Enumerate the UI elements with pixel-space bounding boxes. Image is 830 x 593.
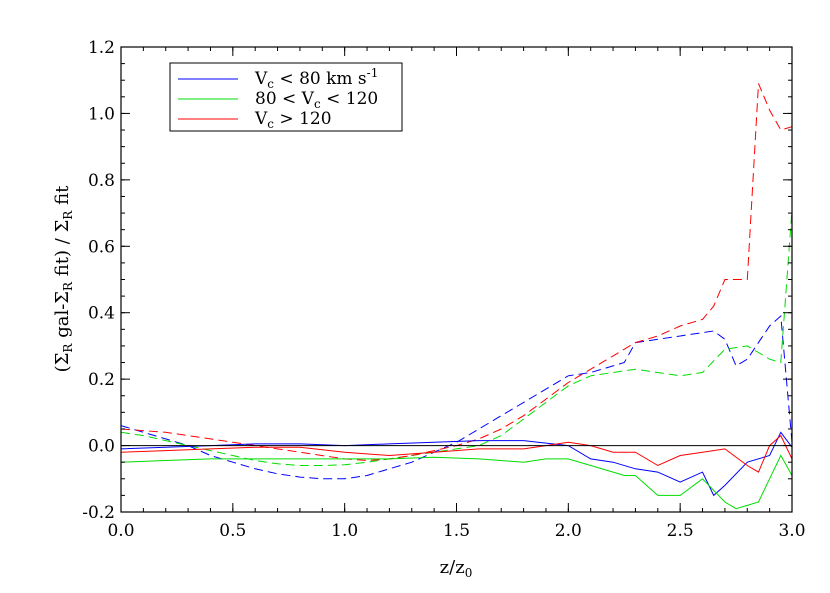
legend-label-3: Vc > 120 [254,109,332,131]
axis-layer: 0.0 0.5 1.0 1.5 2.0 2.5 3.0-0.20.00.20.40.60.8… [82,38,805,541]
series-line-1-dashed [120,314,793,480]
y-tick-label: 1.0 [88,104,115,124]
y-tick-label: 0.0 [88,437,115,457]
y-tick-label: 0.4 [88,304,115,324]
x-tick-label: 3.0 [778,521,805,541]
y-tick-label: 1.2 [88,38,115,58]
x-tick-label: 2.0 [555,521,582,541]
x-tick-label: 0.0 [107,521,134,541]
x-axis-label: z/z0 [440,557,473,580]
x-tick-label: 0.5 [219,521,246,541]
series-line-6-solid [120,434,793,473]
series-line-3-dashed [120,83,793,462]
series-line-4-solid [120,431,793,497]
x-tick-label: 1.0 [331,521,358,541]
x-tick-label: 2.5 [667,521,694,541]
y-tick-label: -0.2 [82,503,115,523]
y-tick-label: 0.8 [88,171,115,191]
legend-box [169,62,403,132]
y-tick-label: 0.2 [88,370,115,390]
y-tick-label: 0.6 [88,237,115,257]
y-axis-label: (ΣR gal-ΣR fit) / ΣR fit [52,185,75,372]
legend-label-1: Vc < 80 km s-1 [254,66,378,91]
legend-label-2: 80 < Vc < 120 [255,89,378,111]
x-tick-label: 1.5 [443,521,470,541]
series-layer [120,83,793,510]
plot-frame [120,46,793,513]
series-line-2-dashed [120,209,793,466]
series-line-5-solid [120,454,793,510]
